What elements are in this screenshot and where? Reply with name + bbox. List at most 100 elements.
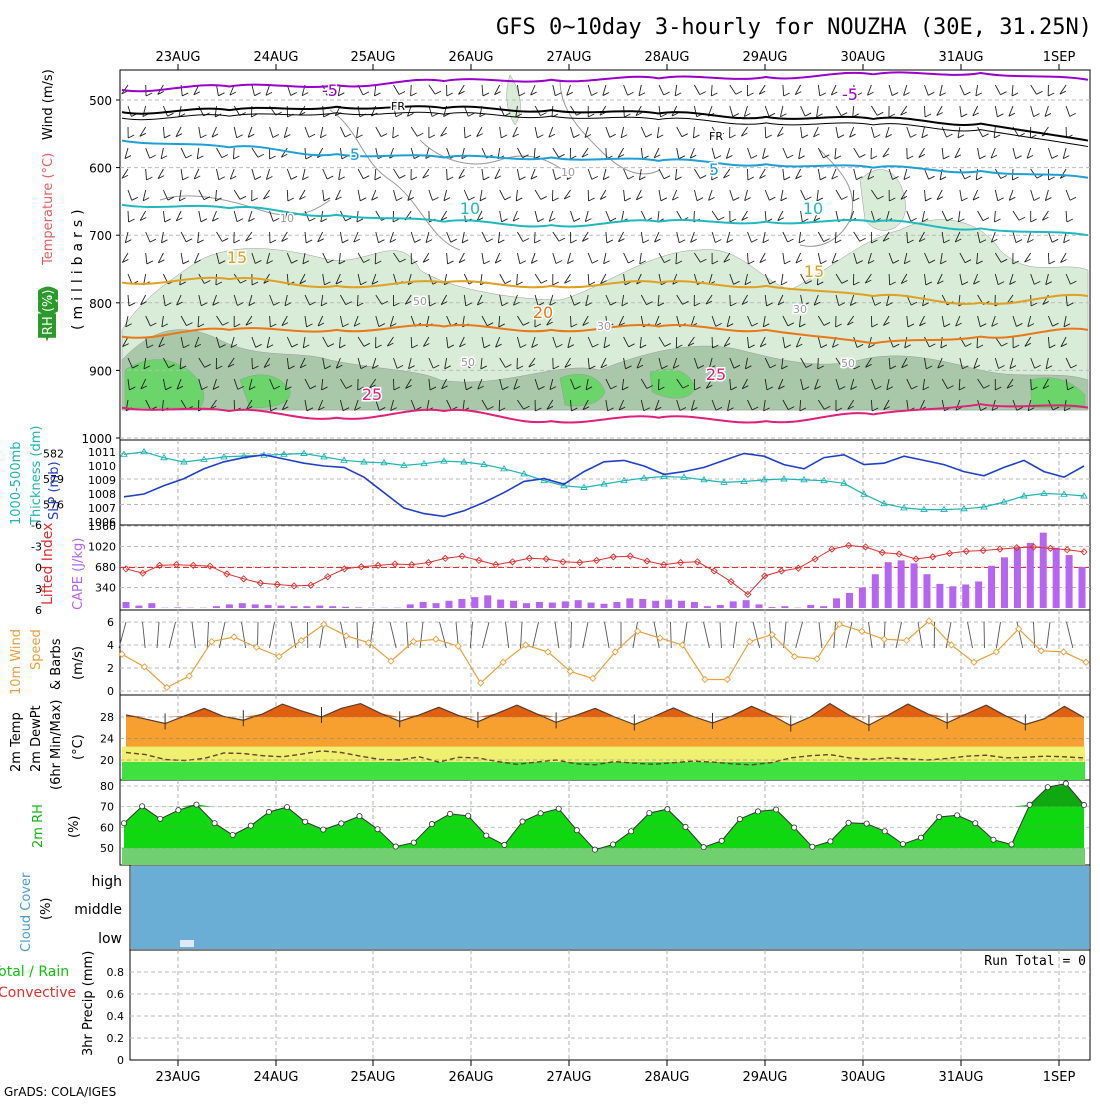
wind-barb [480, 190, 482, 201]
wind-barb [447, 169, 448, 180]
rh2m-marker [773, 807, 778, 812]
wind-barb-flag [664, 92, 670, 95]
rh2m-marker [194, 802, 199, 807]
precip-label-2: Convective [0, 985, 76, 1001]
cape-bar [601, 604, 608, 608]
wind-barb-flag [661, 114, 667, 117]
slp-tick-label: 1008 [88, 488, 116, 501]
wind10-marker [455, 643, 461, 649]
wind-barb-flag [1016, 240, 1022, 243]
wind10-barb [143, 622, 146, 648]
cape-bar [536, 602, 543, 608]
cape-bar [355, 607, 362, 608]
wind-barb [340, 148, 342, 159]
contour-label: 10 [460, 199, 480, 218]
wind-barb-flag [432, 197, 438, 200]
contour-label: 10 [803, 199, 823, 218]
contour-label: 10 [280, 212, 294, 225]
wind-barb [181, 148, 186, 158]
wind-barb-flag [396, 198, 402, 201]
wind-barb [958, 211, 960, 222]
wind-barb [500, 274, 505, 284]
contour-label: 50 [413, 295, 427, 308]
wind-barb-flag [820, 93, 826, 96]
wind-barb [622, 211, 624, 222]
wind-barb [659, 85, 664, 95]
wind-barb [624, 169, 628, 179]
wind10-barb [192, 622, 195, 648]
wind-barb [925, 169, 929, 179]
rh2m-marker [900, 841, 905, 846]
wind-barb [925, 190, 926, 201]
wind-barb-flag [643, 240, 649, 243]
wind-barb-flag [291, 92, 297, 95]
wind-barb-flag [664, 176, 670, 179]
wind-barb [199, 190, 204, 200]
cape-bar [316, 606, 323, 608]
wind-barb [234, 211, 237, 222]
cape-bar [665, 600, 672, 608]
cloud-level-label: middle [74, 902, 122, 918]
wind-barb [639, 85, 641, 96]
wind-barb-flag [784, 93, 790, 96]
bottom-date-label: 26AUG [448, 1070, 493, 1085]
rh2m-marker [592, 847, 597, 852]
pressure-tick-label: 1000 [81, 432, 112, 446]
wind-barb-flag [591, 93, 597, 96]
wind-barb [799, 232, 801, 243]
wind10-barb [918, 622, 922, 648]
wind-barb [783, 148, 787, 158]
wind-barb [146, 169, 147, 180]
rh2m-marker [538, 811, 543, 816]
wind-barb-flag [679, 240, 685, 243]
contour-label: 5 [350, 145, 360, 164]
wind-barb-flag [682, 134, 688, 137]
wind-barb [339, 169, 341, 180]
wind-barb-flag [748, 93, 754, 96]
wind-barb [818, 232, 823, 242]
wind-barb [1031, 106, 1034, 117]
wind-barb [854, 169, 857, 180]
wind-barb [818, 85, 820, 96]
cape-bar [923, 574, 930, 608]
wind10-marker [209, 639, 215, 645]
wind10-barb [834, 622, 836, 648]
wind-barb-flag [700, 175, 706, 178]
wind-barb [712, 232, 715, 243]
wind-barb [234, 106, 240, 116]
wind-barb [128, 295, 129, 306]
wind-barb [783, 85, 784, 96]
precip-tick-label: 0.4 [107, 1010, 125, 1023]
wind-barb [305, 232, 306, 243]
wind-barb [303, 169, 305, 180]
rh2m-label: 2m RH [31, 804, 46, 848]
cape-bar [484, 595, 491, 608]
wind-barb [659, 169, 664, 179]
wind-barb [411, 85, 412, 96]
wind-barb-flag [589, 282, 595, 285]
rh2m-marker [665, 807, 670, 812]
wind-barb [781, 274, 783, 285]
cape-bar [265, 605, 272, 608]
lifted-label: Lifted Index [40, 523, 56, 605]
cape-bar [135, 606, 142, 608]
wind-barb [320, 127, 322, 138]
wind-barb [677, 127, 682, 137]
wind-barb-flag [1019, 217, 1025, 220]
wind-barb [958, 127, 960, 138]
wind-barb-flag [535, 240, 541, 243]
rh2m-marker [556, 806, 561, 811]
rh2m-tick-label: 60 [100, 821, 114, 834]
wind-barb-flag [693, 135, 699, 138]
wind-barb-flag [237, 135, 243, 138]
wind-barb-flag [730, 219, 736, 222]
wind-barb [925, 85, 929, 95]
wind-barb-flag [129, 219, 135, 222]
wind-barb-flag [487, 239, 493, 242]
wind-barb [871, 106, 877, 115]
contour-label: 15 [227, 248, 247, 267]
cloud-low-patch [180, 940, 194, 947]
wind10-barb [482, 622, 489, 648]
